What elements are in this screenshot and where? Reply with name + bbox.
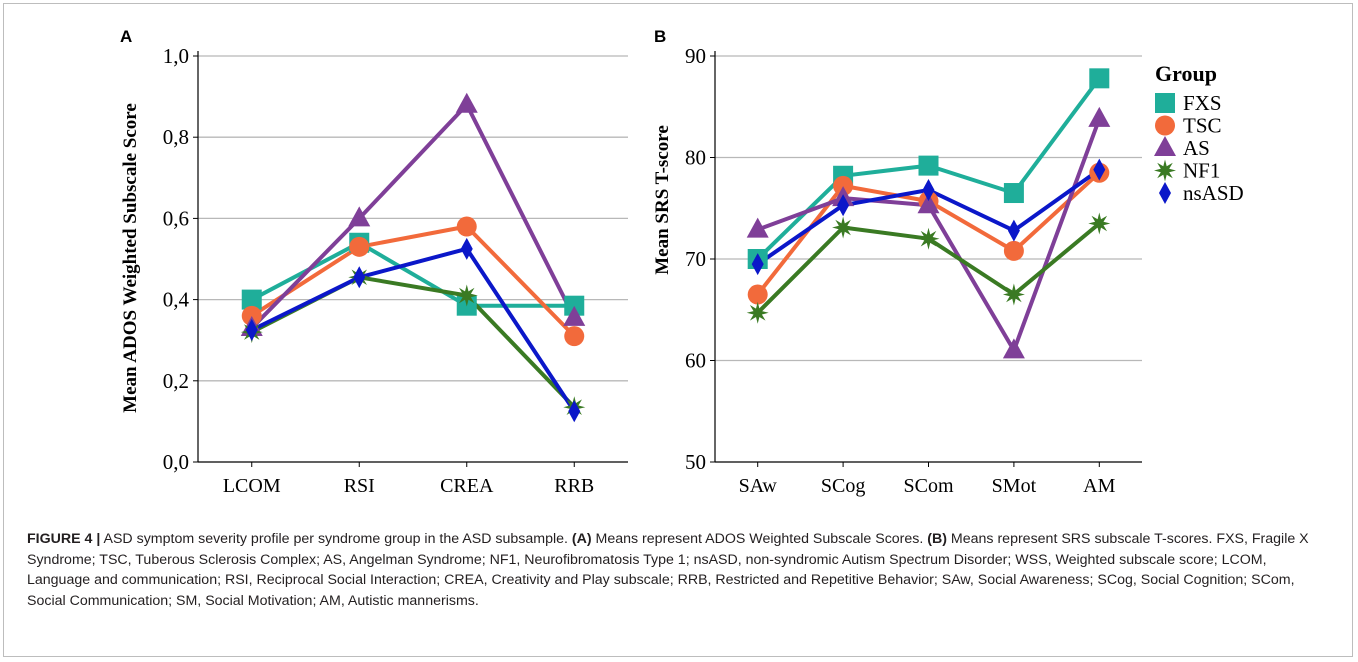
panel-b-y-tick-label: 70 xyxy=(685,247,706,271)
panel-a-point-tsc xyxy=(349,236,370,257)
panel-b-point-tsc xyxy=(1003,240,1024,261)
panel-b-y-tick-label: 50 xyxy=(685,450,706,474)
figure-charts: A Mean ADOS Weighted Subscale Score 0,0 0… xyxy=(120,27,1244,497)
panel-b-point-fxs xyxy=(1003,183,1024,204)
panel-a-point-nsasd xyxy=(245,319,258,342)
caption-b-label: (B) xyxy=(927,531,947,547)
panel-b-point-nsasd xyxy=(751,253,764,276)
legend-label-nsasd: nsASD xyxy=(1183,181,1244,205)
panel-a-y-tick-label: 0,8 xyxy=(163,125,189,149)
panel-a-series-line-as xyxy=(249,102,577,330)
panel-a-point-fxs xyxy=(564,295,585,316)
panel-b-label: B xyxy=(654,27,666,46)
panel-b-x-tick-label: SMot xyxy=(992,475,1037,497)
panel-b-chart: B Mean SRS T-score 50 60 70 80 90 SAw SCog SCom… xyxy=(652,27,1142,497)
panel-b-x-tick-label: SCog xyxy=(821,475,865,497)
panel-a-x-tick-label: LCOM xyxy=(223,475,281,497)
legend-marker-nf1 xyxy=(1154,159,1176,182)
panel-b-point-tsc xyxy=(833,175,854,196)
panel-a-point-as xyxy=(348,206,371,227)
legend-title: Group xyxy=(1155,61,1217,86)
caption-a-label: (A) xyxy=(571,531,592,547)
panel-b-x-tick-label: SCom xyxy=(903,475,953,497)
panel-b-point-nsasd xyxy=(1093,158,1106,181)
legend-marker-nsasd xyxy=(1159,182,1171,204)
panel-a-point-nf1 xyxy=(455,284,478,307)
panel-b-point-fxs xyxy=(1089,68,1110,89)
legend-label-as: AS xyxy=(1183,136,1210,160)
figure-caption: FIGURE 4 | ASD symptom severity profile … xyxy=(27,529,1332,611)
panel-a-x-tick-label: RRB xyxy=(554,475,594,497)
legend-marker-fxs xyxy=(1155,93,1175,113)
panel-b-point-nf1 xyxy=(746,301,769,324)
panel-b-point-as xyxy=(1088,106,1111,127)
caption-intro: ASD symptom severity profile per syndrom… xyxy=(100,531,572,547)
caption-b-text: Means represent SRS subscale T-scores. F… xyxy=(27,531,1309,609)
panel-b-point-nf1 xyxy=(1002,283,1025,306)
panel-b-y-axis-title: Mean SRS T-score xyxy=(652,125,673,275)
panel-b-point-nsasd xyxy=(922,178,935,201)
legend-label-nf1: NF1 xyxy=(1183,159,1220,183)
panel-a-point-fxs xyxy=(241,289,262,310)
panel-b-x-tick-label: SAw xyxy=(739,475,778,497)
panel-a-y-tick-label: 1,0 xyxy=(163,44,189,68)
legend-marker-tsc xyxy=(1155,115,1175,136)
panel-a-label: A xyxy=(120,27,132,46)
panel-a-point-tsc xyxy=(456,216,477,237)
panel-a-series-line-fxs xyxy=(249,240,577,308)
panel-b-y-tick-label: 60 xyxy=(685,349,706,373)
panel-b-y-tick-label: 80 xyxy=(685,146,706,170)
panel-a-point-tsc xyxy=(241,305,262,326)
panel-a-point-nsasd xyxy=(460,237,473,260)
panel-b-point-nf1 xyxy=(832,216,855,239)
panel-a-y-tick-label: 0,6 xyxy=(163,206,189,230)
panel-a-point-nsasd xyxy=(353,266,366,289)
panel-b-point-fxs xyxy=(918,155,939,176)
panel-a-chart: A Mean ADOS Weighted Subscale Score 0,0 0… xyxy=(120,27,628,497)
legend-marker-as xyxy=(1154,136,1176,156)
panel-b-point-as xyxy=(746,217,769,238)
caption-figure-label: FIGURE 4 | xyxy=(27,531,101,547)
panel-a-point-as xyxy=(563,305,586,326)
panel-b-point-nsasd xyxy=(837,194,850,217)
panel-b-y-tick-label: 90 xyxy=(685,44,706,68)
panel-a-y-axis-title: Mean ADOS Weighted Subscale Score xyxy=(120,103,141,413)
panel-a-point-nsasd xyxy=(568,400,581,423)
panel-a-y-tick-label: 0,0 xyxy=(163,450,189,474)
panel-a-series-line-tsc xyxy=(249,224,577,339)
panel-b-point-nf1 xyxy=(917,227,940,250)
panel-b-point-nsasd xyxy=(1007,219,1020,242)
panel-b-point-as xyxy=(917,193,940,214)
panel-a-point-tsc xyxy=(564,326,585,347)
panel-a-y-tick-label: 0,4 xyxy=(163,288,190,312)
panel-a-series-line-nf1 xyxy=(249,275,577,410)
caption-a-text: Means represent ADOS Weighted Subscale S… xyxy=(591,531,928,547)
panel-b-point-as xyxy=(1002,338,1025,359)
panel-a-series-line-nsasd xyxy=(249,246,577,414)
panel-b-x-tick-label: AM xyxy=(1083,475,1115,497)
panel-a-point-as xyxy=(455,92,478,113)
figure-frame xyxy=(3,3,1353,657)
panel-b-point-nf1 xyxy=(1088,212,1111,235)
panel-a-x-tick-label: RSI xyxy=(344,475,375,497)
panel-b-point-tsc xyxy=(747,284,768,305)
legend-label-fxs: FXS xyxy=(1183,91,1222,115)
panel-a-x-tick-label: CREA xyxy=(440,475,494,497)
legend-label-tsc: TSC xyxy=(1183,114,1222,138)
panel-a-y-tick-label: 0,2 xyxy=(163,369,189,393)
